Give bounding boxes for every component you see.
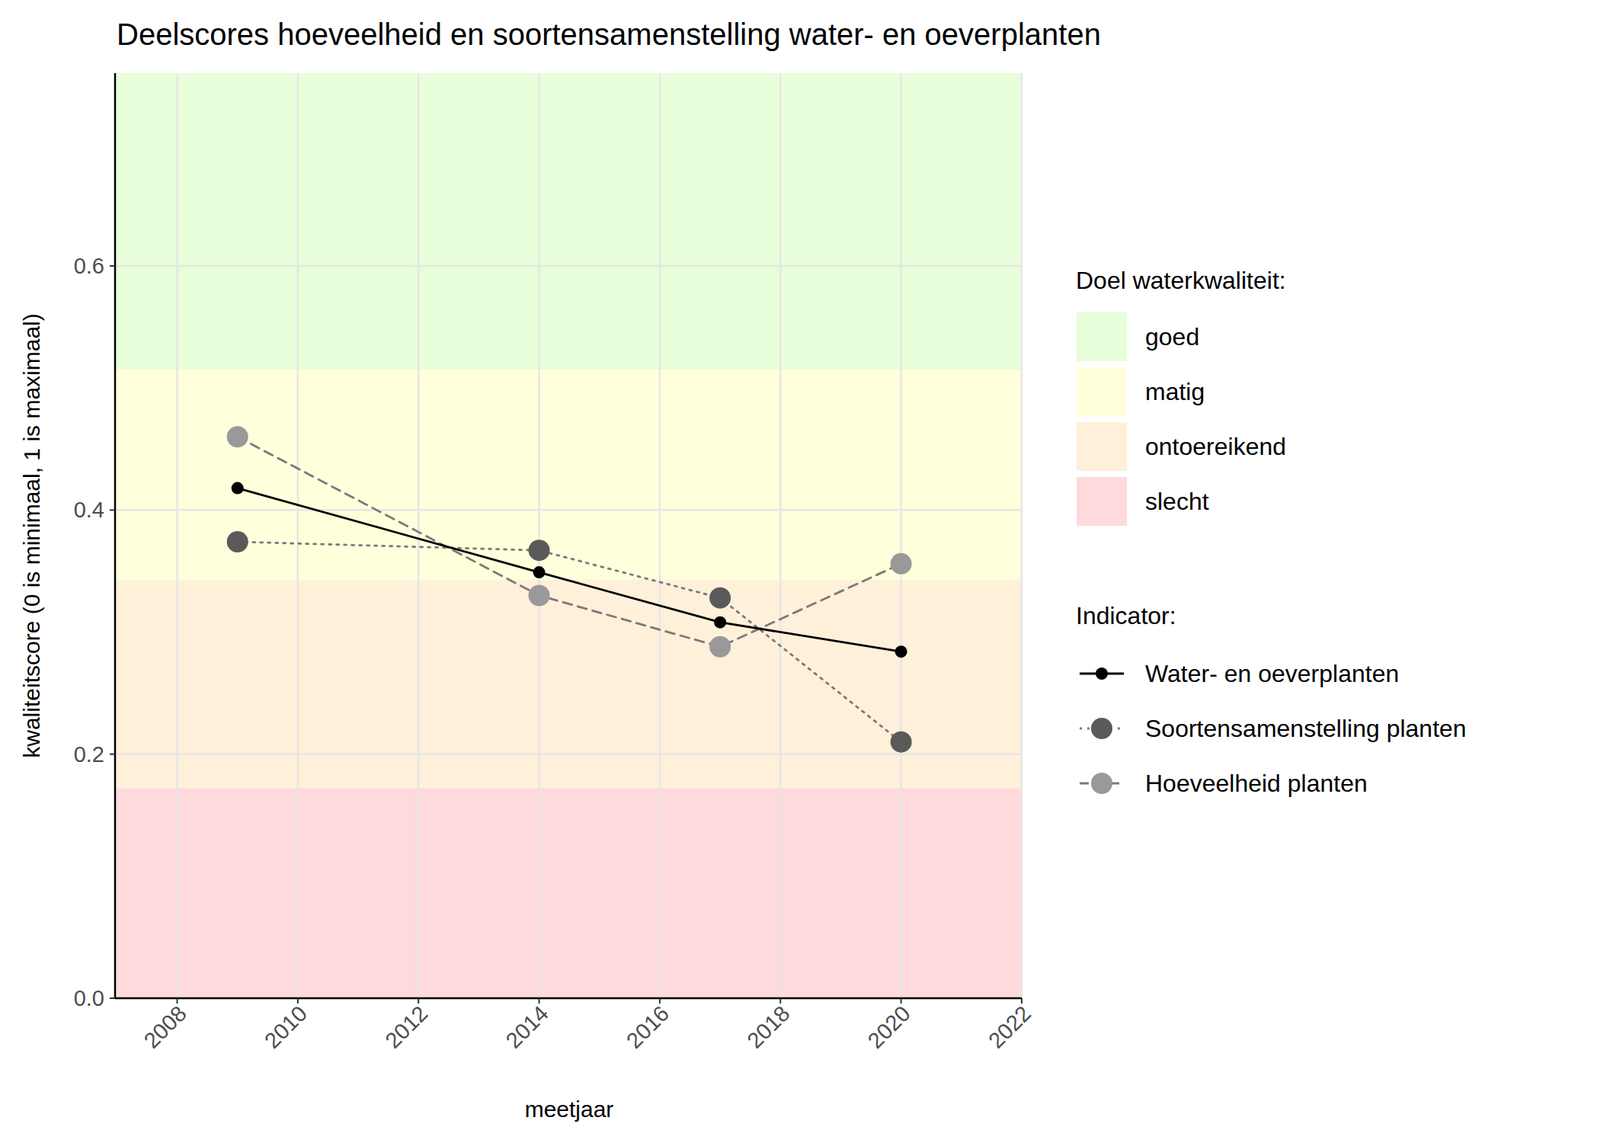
y-axis-title: kwaliteitscore (0 is minimaal, 1 is maxi… [19,313,45,758]
legend-label: matig [1145,377,1205,406]
x-tick-label: 2014 [501,1001,554,1053]
y-grid [115,752,1022,756]
legend-swatch [1076,312,1127,362]
x-tick-label: 2010 [259,1001,312,1053]
x-tick [417,998,420,1004]
y-grid [115,265,1022,268]
point [895,645,908,658]
legend-label: Water- en oeverplanten [1145,659,1399,688]
y-grid [115,508,1022,512]
x-axis [115,997,1022,1000]
point [890,553,912,575]
x-tick [538,998,541,1004]
legend-label: goed [1145,323,1200,351]
legend-swatch [1076,422,1127,471]
x-tick-label: 2016 [621,1001,674,1053]
point [231,482,244,495]
x-tick [1020,998,1023,1004]
x-tick [297,998,299,1004]
bands [115,73,1022,999]
legend-marker [1095,667,1108,680]
x-tick-label: 2020 [863,1001,916,1053]
point [709,636,731,658]
x-tick [659,998,661,1004]
band [115,579,1022,789]
point [528,539,551,561]
x-tick-label: 2022 [983,1001,1036,1053]
legend-title: Indicator: [1075,601,1177,630]
grid [115,73,1022,999]
point [528,584,551,606]
legend-label: slecht [1145,487,1210,516]
x-grid [537,73,541,999]
legend-marker [1091,717,1113,740]
y-tick [109,997,116,999]
title: Deelscores hoeveelheid en soortensamenst… [116,17,1101,52]
y-tick-label: 0.6 [73,253,105,279]
x-grid [417,73,420,999]
y-tick-label: 0.0 [73,985,105,1011]
y-grid [115,997,1022,1000]
legend-marker [1091,772,1113,794]
legend-label: Soortensamenstelling planten [1145,714,1467,743]
x-tick-label: 2018 [742,1001,794,1053]
legend-title: Doel waterkwaliteit: [1075,266,1287,295]
point [890,731,912,753]
series-line [237,541,902,743]
x-tick-label: 2012 [380,1001,432,1053]
series-line [237,436,902,647]
y-tick-label: 0.2 [73,742,105,767]
point [713,616,727,629]
series-line [237,488,902,653]
x-grid [176,73,179,999]
legend-swatch [1076,476,1127,526]
legend-label: Hoeveelheid planten [1145,769,1368,797]
y-tick [109,508,116,511]
point [533,566,546,579]
x-grid [297,73,300,999]
data [227,425,912,752]
band [115,788,1022,999]
y-tick [109,265,116,267]
y-tick-label: 0.4 [73,497,105,522]
x-axis-title: meetjaar [524,1096,615,1122]
x-tick [779,998,781,1004]
legend-label: ontoereikend [1145,432,1287,461]
y-tick [109,753,116,756]
legend-swatch [1076,367,1127,416]
band [115,369,1022,580]
x-tick [176,998,179,1004]
x-tick [900,998,903,1004]
x-grid [899,73,903,999]
point [227,425,249,448]
y-axis [114,73,117,999]
point [709,587,731,609]
x-grid [1020,73,1024,999]
x-tick-label: 2008 [139,1001,192,1053]
point [227,531,249,553]
band [115,73,1022,370]
x-grid [779,73,782,999]
chart: Deelscores hoeveelheid en soortensamenst… [0,0,1600,1143]
x-grid [659,73,662,999]
